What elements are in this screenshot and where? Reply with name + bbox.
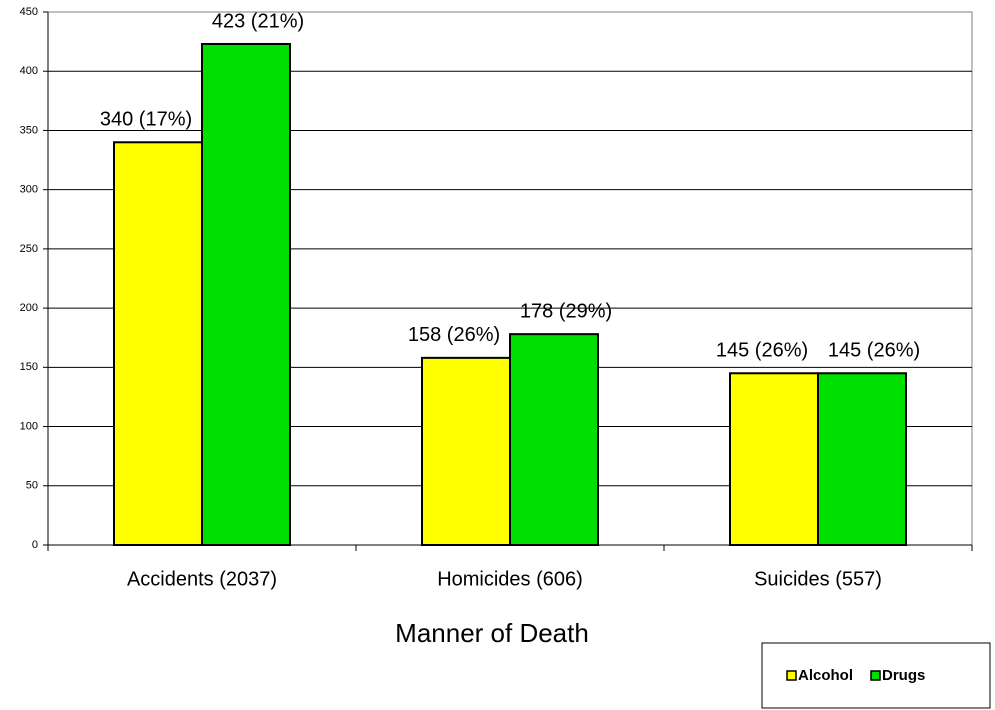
x-axis-title: Manner of Death [395, 618, 589, 648]
y-tick-label: 400 [20, 65, 38, 77]
x-tick-label: Homicides (606) [437, 568, 583, 590]
bar [201, 42, 291, 546]
bar [817, 372, 907, 546]
bar [729, 372, 819, 546]
data-label: 145 (26%) [828, 340, 920, 362]
y-tick-label: 300 [20, 184, 38, 196]
y-tick-label: 450 [20, 6, 38, 18]
bar [509, 333, 599, 546]
y-tick-label: 150 [20, 361, 38, 373]
legend-swatch [870, 670, 881, 681]
bar [113, 141, 203, 547]
y-tick-label: 200 [20, 302, 38, 314]
legend-label: Alcohol [798, 667, 853, 684]
data-label: 178 (29%) [520, 300, 612, 322]
x-tick-label: Accidents (2037) [127, 568, 277, 590]
data-label: 158 (26%) [408, 324, 500, 346]
y-tick-label: 250 [20, 243, 38, 255]
data-label: 423 (21%) [212, 10, 304, 32]
data-label: 340 (17%) [100, 109, 192, 131]
legend-swatch [786, 670, 797, 681]
legend-label: Drugs [882, 667, 925, 684]
y-tick-label: 350 [20, 124, 38, 136]
x-tick-label: Suicides (557) [754, 568, 882, 590]
bar [421, 356, 511, 547]
y-tick-label: 0 [32, 539, 38, 551]
y-tick-label: 100 [20, 420, 38, 432]
y-tick-label: 50 [26, 480, 38, 492]
data-label: 145 (26%) [716, 340, 808, 362]
